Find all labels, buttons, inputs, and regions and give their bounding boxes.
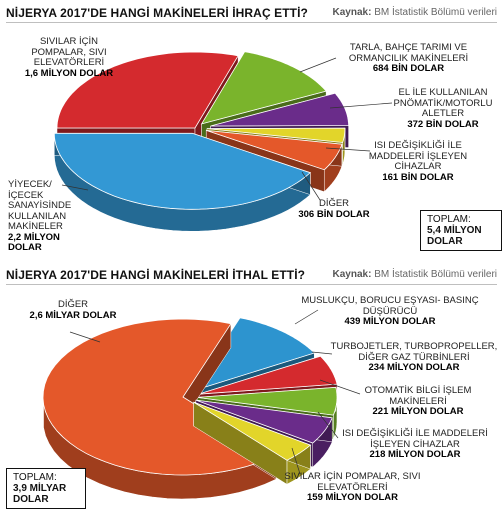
import-label-turbo-value: 234 MİLYON DOLAR: [368, 362, 460, 373]
import-total-value: 3,9 MİLYAR DOLAR: [13, 483, 67, 505]
import-leader-line-2: [319, 379, 361, 395]
export-label-pumps-name: SIVILAR İÇİN POMPALAR, SIVI ELEVATÖRLERİ: [31, 36, 107, 68]
import-label-heat-value: 218 MİLYON DOLAR: [369, 449, 461, 460]
export-label-other: DİĞER 306 BİN DOLAR: [294, 198, 374, 220]
import-leader-line-5: [69, 331, 101, 343]
export-chart-title: NİJERYA 2017'DE HANGİ MAKİNELERİ İHRAÇ E…: [6, 6, 308, 20]
export-label-agri-value: 684 BİN DOLAR: [372, 63, 445, 74]
import-label-other-value: 2,6 MİLYAR DOLAR: [29, 309, 117, 321]
import-label-plumbing: MUSLUKÇU, BORUCU EŞYASI- BASINÇ DÜŞÜRÜCÜ…: [300, 295, 480, 328]
import-source-label: Kaynak:: [332, 269, 372, 280]
import-leader-line-3: [317, 411, 339, 439]
export-total-label: TOPLAM:: [427, 214, 471, 225]
export-leader-line-4: [61, 184, 89, 191]
import-label-other: DİĞER 2,6 MİLYAR DOLAR: [18, 299, 128, 321]
import-label-computing-name: OTOMATİK BİLGİ İŞLEM MAKİNELERİ: [364, 385, 472, 407]
export-leader-line-1: [329, 102, 393, 109]
import-label-heat: ISI DEĞİŞİKLİĞİ İLE MADDELERİ İŞLEYEN Cİ…: [335, 428, 495, 461]
export-label-heat-value: 161 BİN DOLAR: [382, 171, 454, 183]
import-chart-panel: NİJERYA 2017'DE HANGİ MAKİNELERİ İTHAL E…: [0, 262, 503, 520]
import-label-heat-name: ISI DEĞİŞİKLİĞİ İLE MADDELERİ İŞLEYEN Cİ…: [342, 428, 488, 450]
import-slice-4: [193, 401, 312, 485]
export-total-value: 5,4 MİLYON DOLAR: [427, 225, 482, 247]
import-label-turbo: TURBOJETLER, TURBOPROPELLER, DİĞER GAZ T…: [330, 341, 498, 374]
import-source-text: BM İstatistik Bölümü verileri: [374, 269, 497, 280]
export-label-pumps: SIVILAR İÇİN POMPALAR, SIVI ELEVATÖRLERİ…: [14, 36, 124, 79]
export-label-tools: EL İLE KULLANILAN PNÖMATİK/MOTORLU ALETL…: [388, 87, 498, 130]
export-label-other-name: DİĞER: [318, 198, 350, 209]
export-label-food: YİYECEK/ İÇECEK SANAYİSİNDE KULLANILAN M…: [8, 179, 86, 254]
export-label-agri: TARLA, BAHÇE TARIMI VE ORMANCILIK MAKİNE…: [336, 42, 481, 75]
import-total-label: TOPLAM:: [13, 472, 57, 483]
export-label-tools-name: EL İLE KULLANILAN PNÖMATİK/MOTORLU ALETL…: [393, 87, 493, 119]
export-pie-chart: [53, 50, 393, 232]
import-chart-title: NİJERYA 2017'DE HANGİ MAKİNELERİ İTHAL E…: [6, 268, 306, 282]
import-label-pumps-name: SIVILAR İÇİN POMPALAR, SIVI ELEVATÖRLERİ: [284, 471, 421, 493]
export-label-heat-name: ISI DEĞİŞİKLİĞİ İLE MADDELERİ İŞLEYEN Cİ…: [368, 140, 468, 172]
export-label-heat: ISI DEĞİŞİKLİĞİ İLE MADDELERİ İŞLEYEN Cİ…: [362, 140, 474, 183]
export-label-food-value: 2,2 MİLYON DOLAR: [8, 231, 60, 253]
export-label-pumps-value: 1,6 MİLYON DOLAR: [24, 67, 114, 79]
export-label-other-value: 306 BİN DOLAR: [298, 208, 370, 220]
import-label-computing: OTOMATİK BİLGİ İŞLEM MAKİNELERİ 221 MİLY…: [358, 385, 478, 418]
export-chart-header: NİJERYA 2017'DE HANGİ MAKİNELERİ İHRAÇ E…: [6, 4, 497, 23]
import-label-plumbing-name: MUSLUKÇU, BORUCU EŞYASI- BASINÇ DÜŞÜRÜCÜ: [301, 295, 479, 317]
import-chart-source: Kaynak: BM İstatistik Bölümü verileri: [333, 269, 498, 280]
export-leader-line-2: [325, 147, 371, 152]
import-leader-line-0: [294, 309, 319, 325]
import-total-box: TOPLAM: 3,9 MİLYAR DOLAR: [6, 468, 86, 509]
import-label-other-name: DİĞER: [57, 299, 89, 310]
export-total-box: TOPLAM: 5,4 MİLYON DOLAR: [420, 210, 502, 251]
import-label-computing-value: 221 MİLYON DOLAR: [372, 406, 464, 417]
export-leader-line-0: [299, 57, 337, 73]
export-chart-source: Kaynak: BM İstatistik Bölümü verileri: [333, 7, 498, 18]
import-leader-line-1: [311, 351, 333, 355]
export-label-food-name: YİYECEK/ İÇECEK SANAYİSİNDE KULLANILAN M…: [8, 179, 72, 232]
import-label-turbo-name: TURBOJETLER, TURBOPROPELLER, DİĞER GAZ T…: [330, 341, 498, 363]
export-label-agri-name: TARLA, BAHÇE TARIMI VE ORMANCILIK MAKİNE…: [348, 42, 469, 64]
export-label-tools-value: 372 BİN DOLAR: [407, 118, 479, 130]
export-leader-line-3: [301, 171, 321, 201]
import-chart-header: NİJERYA 2017'DE HANGİ MAKİNELERİ İTHAL E…: [6, 266, 497, 285]
export-source-text: BM İstatistik Bölümü verileri: [374, 7, 497, 18]
import-label-pumps-value: 159 MİLYON DOLAR: [307, 492, 398, 503]
export-source-label: Kaynak:: [332, 7, 372, 18]
export-chart-panel: NİJERYA 2017'DE HANGİ MAKİNELERİ İHRAÇ E…: [6, 4, 502, 254]
export-slice-5: [53, 132, 312, 232]
import-label-pumps: SIVILAR İÇİN POMPALAR, SIVI ELEVATÖRLERİ…: [280, 471, 425, 504]
import-pie-chart: [42, 309, 361, 500]
import-label-plumbing-value: 439 MİLYON DOLAR: [344, 316, 436, 327]
import-leader-line-4: [291, 447, 301, 475]
